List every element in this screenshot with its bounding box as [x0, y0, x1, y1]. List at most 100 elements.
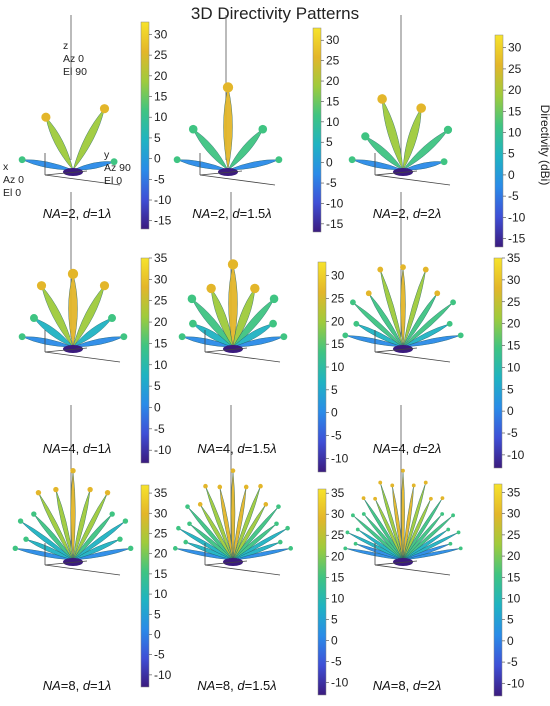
lobe-tip	[87, 486, 93, 493]
lobes-group	[18, 268, 128, 348]
colorbar-tick-label: 10	[326, 115, 340, 129]
panel-caption: NA=2, d=1λ	[43, 206, 112, 221]
colorbar-tick-label: -5	[326, 176, 337, 190]
lobe-tip	[263, 502, 269, 507]
y-axis-line	[44, 351, 121, 363]
lobe-tip	[411, 483, 416, 488]
colorbar-tick-label: -10	[508, 210, 526, 224]
colorbar-gradient	[494, 34, 504, 248]
lobe-tip	[227, 259, 239, 270]
colorbar-tick-label: 5	[331, 612, 338, 626]
lobe-tip	[456, 530, 461, 535]
lobe-tip	[343, 546, 348, 551]
axis-label-line: Az 0	[63, 53, 84, 65]
y-axis-line	[199, 174, 276, 186]
colorbar-tick-label: 5	[154, 131, 161, 145]
lobe-tip	[250, 283, 260, 294]
y-axis-line	[44, 174, 121, 186]
colorbar: 30 25 20 15 10 5 0 -5 -10 -15	[494, 34, 526, 248]
colorbar-tick-label: -10	[326, 196, 344, 210]
colorbar-tick-label: 5	[326, 135, 333, 149]
lobe-tip	[172, 546, 178, 551]
pattern-lobe	[22, 159, 74, 171]
colorbar-tick-label: -5	[154, 172, 165, 186]
colorbar-tick-label: 35	[154, 486, 168, 500]
colorbar-gradient	[140, 484, 150, 688]
y-axis-line	[204, 564, 281, 576]
lobe-tip	[110, 158, 118, 166]
caption-na-symbol: NA	[197, 441, 215, 456]
y-axis-line	[374, 351, 451, 363]
lobe-tip	[122, 518, 129, 524]
lobe-tip	[440, 158, 448, 166]
lobe-tip	[258, 124, 268, 134]
caption-d-value: =1	[90, 206, 105, 221]
lobe-tip	[390, 483, 395, 488]
pattern-panel: NA=2, d=1λ 30 25 20 15 10 5 0 -5 -10 -15	[18, 15, 172, 230]
lobe-tip	[422, 266, 429, 273]
colorbar-gradient	[140, 257, 150, 464]
colorbar-tick-label: 30	[331, 507, 345, 521]
colorbar-tick-label: 20	[154, 69, 168, 83]
colorbar-tick-label: -5	[331, 654, 342, 668]
colorbar-tick-label: 25	[507, 295, 521, 309]
lobe-tip	[342, 332, 349, 339]
lobe-tip	[203, 483, 208, 489]
lobe-tip	[176, 525, 181, 531]
colorbar-tick-label: -5	[331, 428, 342, 442]
colorbar-tick-label: -5	[507, 655, 518, 669]
caption-d-value: =1	[90, 441, 105, 456]
colorbar-gradient	[493, 483, 503, 697]
colorbar-tick-label: 10	[154, 358, 168, 372]
colorbar-tick-label: 25	[154, 526, 168, 540]
colorbar-tick-label: 0	[154, 400, 161, 414]
lobes-group	[173, 82, 283, 171]
caption-d-symbol: d	[413, 206, 421, 221]
colorbar-tick-label: 0	[154, 627, 161, 641]
axis-labels-group: z Az 0 El 90x Az 0 El 0y Az 90 El 0	[3, 40, 131, 199]
lobe-tip	[183, 539, 189, 545]
colorbar-tick-label: 30	[326, 33, 340, 47]
caption-na-value: =4,	[391, 441, 413, 456]
lobe-tip	[23, 536, 29, 542]
caption-na-value: =4,	[61, 441, 83, 456]
lobe-tip	[70, 468, 76, 474]
colorbar-tick-label: 30	[507, 507, 521, 521]
colorbar-tick-label: 0	[507, 404, 514, 418]
lobe-tip	[108, 314, 117, 323]
colorbar-tick-label: 35	[154, 251, 168, 265]
lobe-tip	[18, 333, 26, 341]
lobe-tip	[423, 480, 428, 485]
lobe-tip	[41, 112, 51, 122]
caption-d-symbol: d	[83, 441, 91, 456]
caption-lambda: λ	[104, 678, 111, 693]
colorbar-tick-label: 10	[507, 591, 521, 605]
colorbar-gradient	[312, 27, 322, 233]
colorbar-tick-label: 0	[331, 406, 338, 420]
lobe-tip	[350, 299, 356, 306]
colorbar-tick-label: -10	[154, 193, 172, 207]
axis-label-line: z	[63, 40, 68, 52]
colorbar-tick-label: 0	[508, 168, 515, 182]
colorbar-tick-label: 0	[326, 156, 333, 170]
lobe-tip	[230, 468, 236, 474]
lobe-tip	[31, 511, 37, 517]
colorbar-tick-label: 15	[507, 570, 521, 584]
panel-caption: NA=2, d=2λ	[373, 206, 442, 221]
lobe-tip	[428, 496, 433, 501]
lobe-tip	[440, 512, 445, 516]
lobes-group	[348, 94, 453, 171]
colorbar-tick-label: -5	[508, 189, 519, 203]
axis-direction-label: z Az 0 El 90	[63, 40, 87, 78]
y-axis-line	[374, 564, 451, 576]
caption-na-symbol: NA	[373, 441, 391, 456]
lobe-tip	[29, 314, 38, 323]
colorbar-tick-label: 15	[508, 104, 522, 118]
colorbar-tick-label: 30	[154, 27, 168, 41]
lobe-tip	[274, 521, 279, 527]
